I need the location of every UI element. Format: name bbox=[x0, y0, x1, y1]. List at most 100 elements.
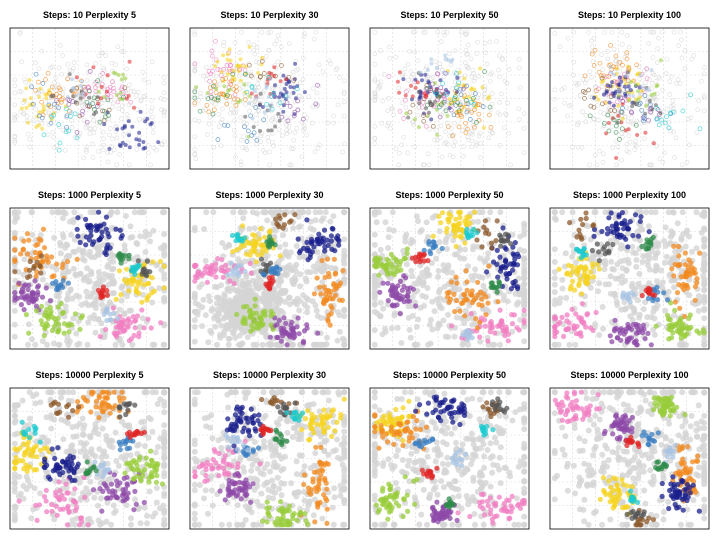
scatter-point bbox=[229, 78, 235, 84]
scatter-point bbox=[299, 97, 305, 103]
scatter-point bbox=[276, 290, 283, 297]
scatter-point bbox=[679, 55, 685, 61]
scatter-point bbox=[625, 70, 630, 75]
scatter-point bbox=[261, 71, 267, 76]
scatter-point bbox=[262, 150, 268, 156]
scatter-point bbox=[315, 330, 321, 336]
scatter-point bbox=[85, 103, 91, 109]
scatter-point bbox=[304, 309, 311, 316]
scatter-point bbox=[59, 71, 64, 77]
scatter-point bbox=[499, 318, 505, 324]
scatter-point bbox=[46, 98, 52, 104]
scatter-point bbox=[678, 234, 685, 241]
scatter-point bbox=[268, 76, 273, 81]
scatter-point bbox=[597, 60, 603, 66]
scatter-point bbox=[213, 73, 219, 79]
scatter-point bbox=[423, 64, 429, 70]
scatter-point bbox=[450, 57, 455, 62]
scatter-point bbox=[446, 219, 452, 225]
scatter-point bbox=[272, 41, 278, 47]
scatter-point bbox=[92, 112, 96, 117]
scatter-point bbox=[425, 85, 431, 91]
scatter-point bbox=[662, 243, 669, 249]
scatter-point bbox=[318, 291, 324, 297]
scatter-point bbox=[302, 31, 307, 36]
scatter-point bbox=[252, 233, 258, 239]
scatter-point bbox=[244, 121, 250, 126]
scatter-point bbox=[492, 330, 498, 336]
panel-1: Steps: 10 Perplexity 5 bbox=[9, 10, 170, 170]
scatter-point bbox=[231, 96, 237, 102]
scatter-point bbox=[426, 127, 432, 132]
scatter-point bbox=[262, 308, 268, 314]
scatter-point bbox=[242, 145, 248, 151]
scatter-point bbox=[479, 302, 485, 308]
scatter-point bbox=[264, 217, 271, 224]
scatter-point bbox=[12, 90, 18, 96]
scatter-point bbox=[444, 120, 450, 126]
scatter-point bbox=[274, 322, 280, 328]
scatter-point bbox=[253, 259, 259, 265]
scatter-point bbox=[110, 305, 116, 311]
scatter-point bbox=[78, 315, 84, 321]
scatter-point bbox=[276, 127, 282, 133]
scatter-point bbox=[482, 218, 488, 224]
scatter-point bbox=[69, 110, 74, 115]
scatter-point bbox=[67, 287, 74, 294]
scatter-point bbox=[322, 209, 329, 216]
scatter-point bbox=[458, 92, 464, 97]
scatter-point bbox=[89, 224, 95, 230]
scatter-point bbox=[226, 335, 233, 342]
scatter-point bbox=[616, 82, 621, 87]
scatter-point bbox=[429, 117, 434, 122]
scatter-point bbox=[488, 71, 494, 77]
scatter-point bbox=[139, 299, 145, 305]
scatter-point bbox=[103, 251, 109, 258]
scatter-point bbox=[292, 130, 298, 135]
scatter-point bbox=[466, 333, 472, 339]
scatter-point bbox=[302, 126, 308, 131]
panel-title: Steps: 1000 Perplexity 30 bbox=[215, 190, 323, 200]
scatter-point bbox=[406, 298, 413, 304]
scatter-point bbox=[100, 129, 106, 135]
scatter-point bbox=[91, 104, 97, 110]
scatter-point bbox=[684, 227, 691, 234]
scatter-point bbox=[434, 91, 439, 97]
scatter-point bbox=[463, 130, 469, 136]
scatter-point bbox=[118, 319, 124, 325]
scatter-point bbox=[397, 70, 402, 75]
scatter-point bbox=[372, 141, 378, 146]
scatter-point bbox=[391, 255, 397, 261]
scatter-point bbox=[406, 77, 411, 83]
scatter-point bbox=[451, 333, 458, 340]
scatter-point bbox=[134, 93, 139, 98]
scatter-point bbox=[427, 340, 434, 347]
scatter-point bbox=[128, 89, 134, 95]
scatter-point bbox=[73, 292, 80, 299]
scatter-point bbox=[279, 63, 284, 68]
scatter-point bbox=[410, 94, 415, 99]
scatter-point bbox=[11, 307, 18, 314]
scatter-point bbox=[691, 53, 697, 58]
scatter-point bbox=[478, 155, 483, 160]
scatter-point bbox=[685, 93, 691, 98]
scatter-point bbox=[103, 214, 109, 220]
scatter-point bbox=[145, 143, 151, 148]
scatter-point bbox=[463, 120, 468, 126]
scatter-point bbox=[415, 316, 422, 323]
scatter-point bbox=[158, 96, 164, 101]
scatter-point bbox=[469, 144, 474, 150]
scatter-point bbox=[221, 40, 227, 45]
scatter-point bbox=[285, 118, 291, 124]
scatter-point bbox=[212, 79, 217, 85]
scatter-point bbox=[96, 89, 101, 94]
scatter-point bbox=[328, 238, 334, 244]
scatter-point bbox=[256, 84, 261, 90]
scatter-point bbox=[268, 29, 273, 35]
scatter-point bbox=[293, 61, 298, 66]
scatter-point bbox=[599, 52, 605, 57]
scatter-point bbox=[340, 149, 346, 155]
scatter-point bbox=[27, 78, 32, 82]
scatter-point bbox=[87, 69, 93, 74]
scatter-point bbox=[109, 60, 115, 66]
